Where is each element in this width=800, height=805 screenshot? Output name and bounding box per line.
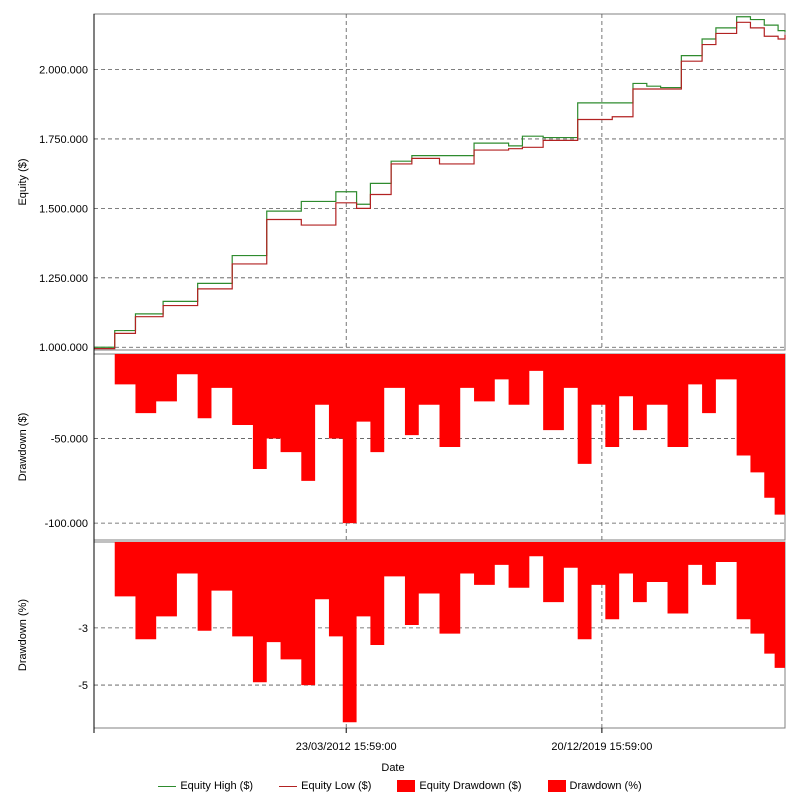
series-line-equity-low- xyxy=(94,21,786,350)
y-tick-label: 1.250.000 xyxy=(39,273,88,285)
y-tick-label: 1.500.000 xyxy=(39,203,88,215)
x-tick-label: 23/03/2012 15:59:00 xyxy=(296,741,397,753)
chart-panels: 1.000.000 1.250.000 1.500.000 1.750.000 2.00… xyxy=(17,13,786,753)
legend: Equity High ($) Equity Low ($) Equity Dr… xyxy=(0,776,800,796)
y-tick-label: -5 xyxy=(78,680,88,692)
y-tick-label: 1.750.000 xyxy=(39,134,88,146)
legend-label-drawdown-percent: Drawdown (%) xyxy=(569,780,642,792)
y-tick-label: -3 xyxy=(78,623,88,635)
y-tick-label: -100.000 xyxy=(45,518,88,530)
legend-swatch-equity-high xyxy=(158,785,177,787)
legend-item-equity-high: Equity High ($) xyxy=(158,780,253,792)
legend-swatch-equity-low xyxy=(279,785,298,787)
legend-label-equity-drawdown: Equity Drawdown ($) xyxy=(419,780,522,792)
x-tick-label: 20/12/2019 15:59:00 xyxy=(551,741,652,753)
y-axis-label: Equity ($) xyxy=(17,158,29,205)
y-tick-label: 2.000.000 xyxy=(39,65,88,77)
legend-label-equity-high: Equity High ($) xyxy=(180,780,254,792)
x-axis-label: Date xyxy=(381,762,404,774)
panel-equity: 1.000.000 1.250.000 1.500.000 1.750.000 2.00… xyxy=(17,13,786,354)
series-area-drawdown- xyxy=(94,542,785,723)
legend-swatch-drawdown-percent xyxy=(547,780,566,792)
legend-item-equity-drawdown: Equity Drawdown ($) xyxy=(397,780,522,792)
y-tick-label: -50.000 xyxy=(51,434,88,446)
series-area-equity-drawdown- xyxy=(94,354,785,524)
panel-drawdown_percent: -3 -5 Drawdown (%) xyxy=(17,541,786,729)
y-tick-label: 1.000.000 xyxy=(39,342,88,354)
y-axis-label: Drawdown (%) xyxy=(17,599,29,671)
panel-drawdown_dollar: -50.000 -100.000 Drawdown ($) xyxy=(17,353,786,541)
legend-label-equity-low: Equity Low ($) xyxy=(301,780,372,792)
legend-item-drawdown-percent: Drawdown (%) xyxy=(547,780,642,792)
legend-swatch-equity-drawdown xyxy=(397,780,416,792)
y-axis-label: Drawdown ($) xyxy=(17,413,29,481)
legend-item-equity-low: Equity Low ($) xyxy=(279,780,371,792)
